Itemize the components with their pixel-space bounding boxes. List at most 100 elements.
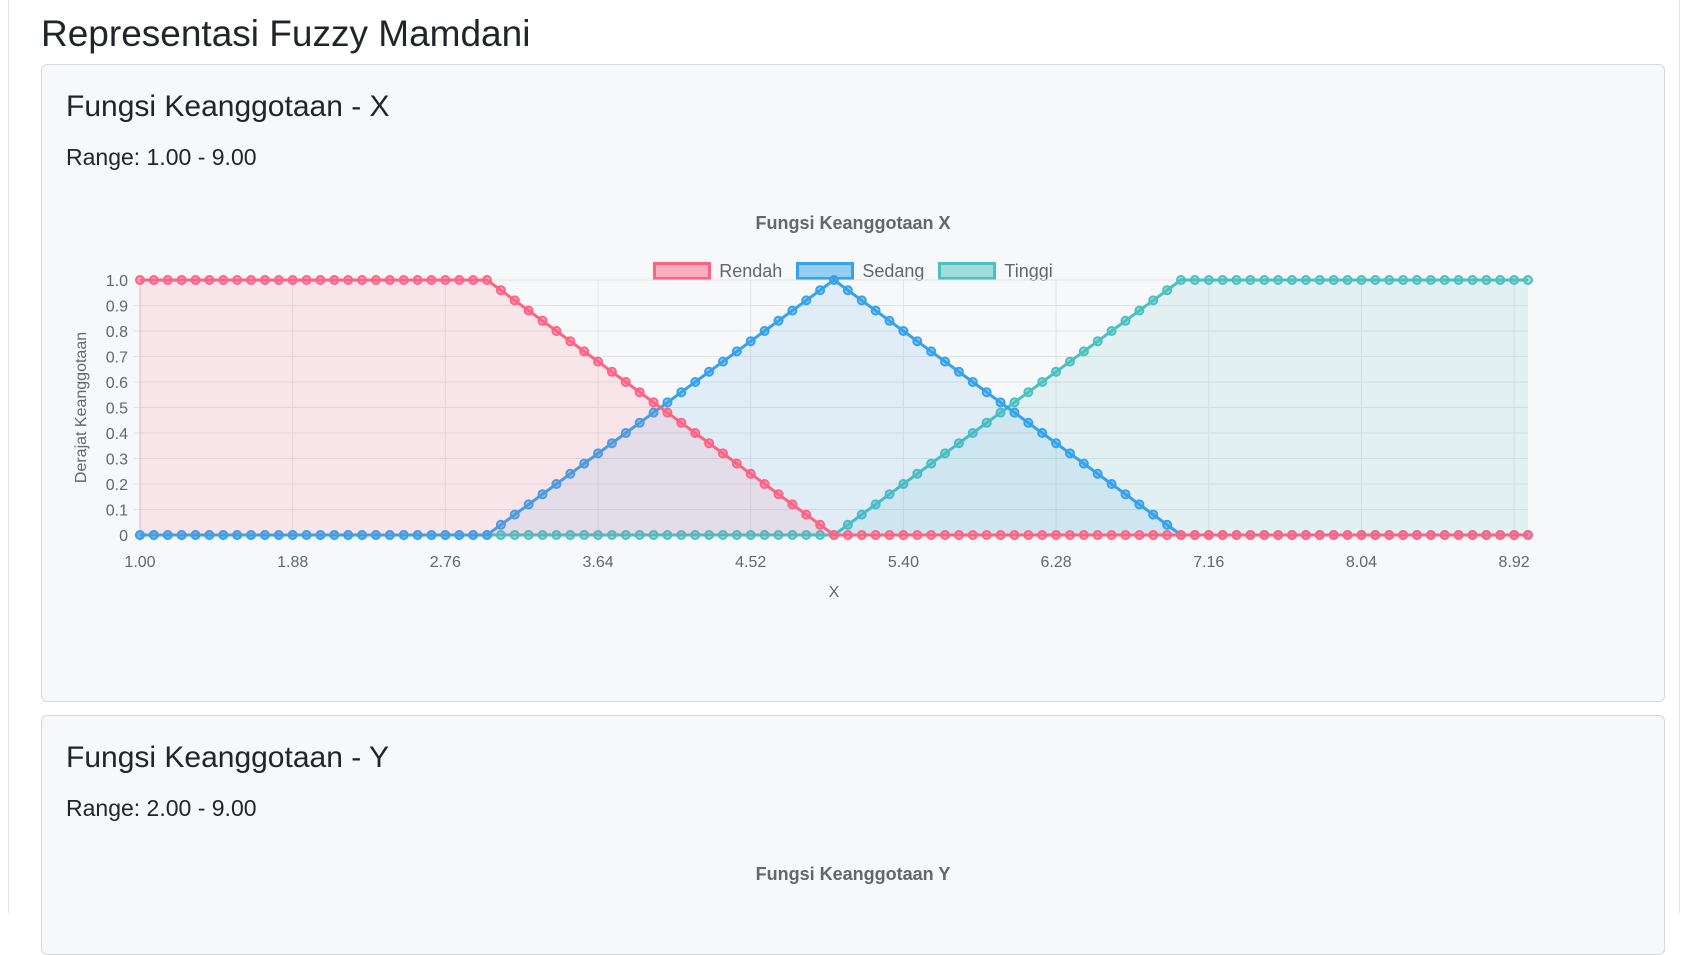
data-point-tinggi — [1189, 275, 1200, 285]
data-point-sedang — [620, 428, 631, 438]
data-point-tinggi — [509, 530, 520, 540]
data-point-tinggi — [981, 417, 992, 428]
y-tick-label: 0.7 — [106, 350, 128, 367]
data-point-rendah — [731, 458, 742, 469]
legend-label-sedang: Sedang — [862, 261, 925, 281]
data-point-sedang — [329, 530, 340, 540]
data-point-tinggi — [731, 530, 742, 540]
data-point-rendah — [759, 479, 770, 489]
data-point-sedang — [454, 530, 465, 540]
data-point-tinggi — [1481, 275, 1492, 285]
data-point-rendah — [468, 275, 479, 285]
data-point-tinggi — [1092, 336, 1103, 347]
data-point-rendah — [135, 275, 145, 285]
data-point-rendah — [273, 275, 284, 285]
data-point-sedang — [593, 448, 604, 459]
page-title: Representasi Fuzzy Mamdani — [41, 13, 531, 54]
data-point-tinggi — [1273, 275, 1284, 285]
data-point-rendah — [162, 275, 173, 285]
data-point-tinggi — [1384, 275, 1395, 285]
data-point-tinggi — [926, 458, 937, 469]
y-tick-label: 0.6 — [106, 375, 128, 392]
card-title-x: Fungsi Keanggotaan - X — [66, 90, 390, 123]
data-point-rendah — [315, 275, 326, 285]
x-tick-label: 3.64 — [582, 554, 613, 571]
data-point-rendah — [662, 407, 673, 418]
x-tick-label: 1.88 — [277, 554, 308, 571]
data-point-sedang — [801, 295, 812, 306]
data-point-sedang — [551, 479, 562, 489]
data-point-rendah — [1023, 530, 1034, 540]
legend-item-tinggi[interactable]: Tinggi — [938, 259, 1053, 283]
data-point-sedang — [1134, 499, 1145, 510]
legend-item-rendah[interactable]: Rendah — [653, 259, 782, 283]
data-point-rendah — [773, 489, 784, 500]
data-point-rendah — [1370, 530, 1381, 540]
legend-label-tinggi: Tinggi — [1004, 261, 1053, 281]
data-point-tinggi — [648, 530, 659, 540]
data-point-tinggi — [1259, 275, 1270, 285]
data-point-rendah — [482, 275, 492, 285]
data-point-tinggi — [801, 530, 812, 540]
data-point-rendah — [620, 377, 631, 387]
data-point-rendah — [1314, 530, 1325, 540]
data-point-rendah — [398, 275, 409, 285]
data-point-sedang — [204, 530, 215, 540]
data-point-tinggi — [1356, 275, 1367, 285]
data-point-sedang — [579, 458, 590, 469]
data-point-sedang — [426, 530, 437, 540]
data-point-sedang — [1162, 519, 1173, 530]
data-point-sedang — [1148, 509, 1159, 520]
data-point-rendah — [717, 448, 728, 459]
data-point-sedang — [495, 519, 506, 530]
data-point-sedang — [606, 438, 617, 449]
data-point-rendah — [301, 275, 312, 285]
legend-swatch-tinggi — [938, 262, 997, 280]
data-point-sedang — [1064, 448, 1075, 459]
data-point-rendah — [1162, 530, 1173, 540]
data-point-tinggi — [898, 479, 909, 489]
data-point-rendah — [1148, 530, 1159, 540]
data-point-rendah — [1134, 530, 1145, 540]
data-point-sedang — [690, 377, 701, 387]
data-point-tinggi — [495, 530, 506, 540]
data-point-rendah — [1092, 530, 1103, 540]
data-point-rendah — [1217, 530, 1228, 540]
data-point-rendah — [634, 387, 645, 398]
page-container: Representasi Fuzzy Mamdani Fungsi Keangg… — [8, 0, 1680, 955]
data-point-tinggi — [1120, 315, 1131, 326]
y-axis-title: Derajat Keanggotaan — [73, 332, 90, 483]
data-point-tinggi — [551, 530, 562, 540]
data-point-tinggi — [1523, 275, 1533, 285]
data-point-tinggi — [856, 509, 867, 520]
data-point-tinggi — [1064, 356, 1075, 367]
series-area-rendah — [140, 280, 1528, 535]
data-point-sedang — [273, 530, 284, 540]
data-point-rendah — [593, 356, 604, 367]
membership-chart-x: 0 0.1 0.2 0.3 0.4 0.5 0.6 0.7 0.8 0.9 1.0 1.00 1.88 2… — [73, 273, 1533, 601]
membership-card-y: Fungsi Keanggotaan - Y Range: 2.00 - 9.0… — [41, 715, 1665, 955]
data-point-rendah — [745, 468, 756, 479]
data-point-sedang — [482, 530, 492, 540]
data-point-rendah — [815, 519, 826, 530]
data-point-rendah — [1287, 530, 1298, 540]
data-point-rendah — [148, 275, 159, 285]
data-point-sedang — [717, 356, 728, 367]
y-tick-label: 0 — [119, 528, 128, 545]
data-point-tinggi — [745, 530, 756, 540]
data-point-rendah — [1051, 530, 1062, 540]
data-point-rendah — [1398, 530, 1409, 540]
data-point-rendah — [1481, 530, 1492, 540]
x-tick-label: 4.52 — [735, 554, 766, 571]
chart-title-y: Fungsi Keanggotaan Y — [755, 864, 951, 884]
data-point-rendah — [357, 275, 368, 285]
data-point-tinggi — [1134, 305, 1145, 316]
legend-item-sedang[interactable]: Sedang — [796, 259, 924, 283]
data-point-rendah — [953, 530, 964, 540]
data-point-sedang — [940, 356, 951, 367]
chart-legend-x: Rendah Sedang Tinggi — [42, 259, 1664, 283]
data-point-sedang — [829, 275, 839, 285]
data-point-tinggi — [662, 530, 673, 540]
data-point-tinggi — [1495, 275, 1506, 285]
data-point-sedang — [759, 326, 770, 336]
